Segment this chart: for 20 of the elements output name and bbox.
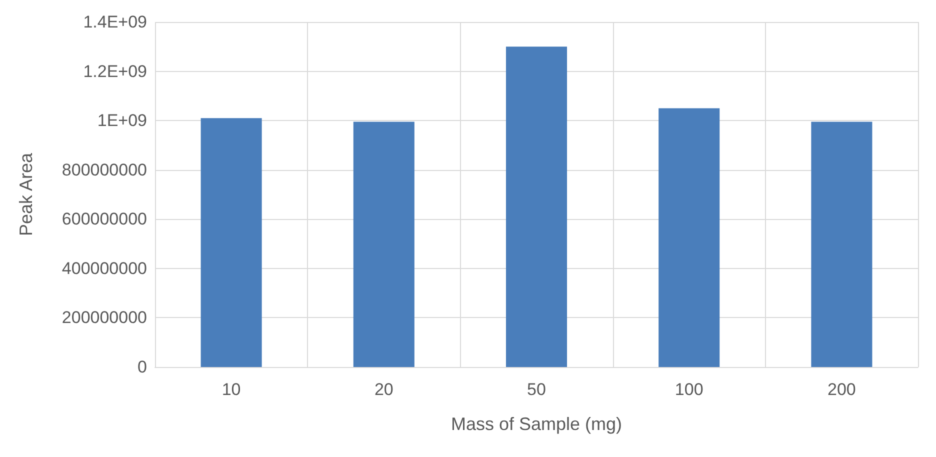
x-axis-title: Mass of Sample (mg)	[450, 414, 622, 434]
x-tick-label: 200	[828, 380, 856, 399]
bar	[353, 122, 414, 367]
x-tick-label: 50	[527, 380, 546, 399]
bar	[811, 122, 872, 367]
y-tick-label: 800000000	[62, 160, 147, 180]
x-tick-label: 20	[374, 380, 394, 399]
bar	[658, 108, 720, 367]
y-tick-label: 1.4E+09	[83, 12, 147, 32]
y-tick-label: 200000000	[62, 308, 147, 328]
x-tick-label: 10	[222, 380, 241, 399]
y-tick-label: 600000000	[62, 210, 147, 229]
x-tick-label: 100	[674, 380, 704, 399]
y-tick-label: 1E+09	[97, 111, 147, 130]
y-tick-label: 1.2E+09	[83, 62, 147, 81]
y-axis-title: Peak Area	[16, 152, 36, 236]
bar	[506, 46, 568, 367]
y-tick-label: 400000000	[62, 258, 147, 278]
y-tick-label: 0	[138, 358, 147, 376]
bar	[200, 118, 262, 367]
